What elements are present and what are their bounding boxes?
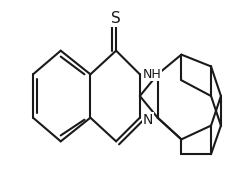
Text: N: N [142, 113, 152, 127]
Text: NH: NH [142, 68, 161, 81]
Text: S: S [111, 11, 120, 26]
